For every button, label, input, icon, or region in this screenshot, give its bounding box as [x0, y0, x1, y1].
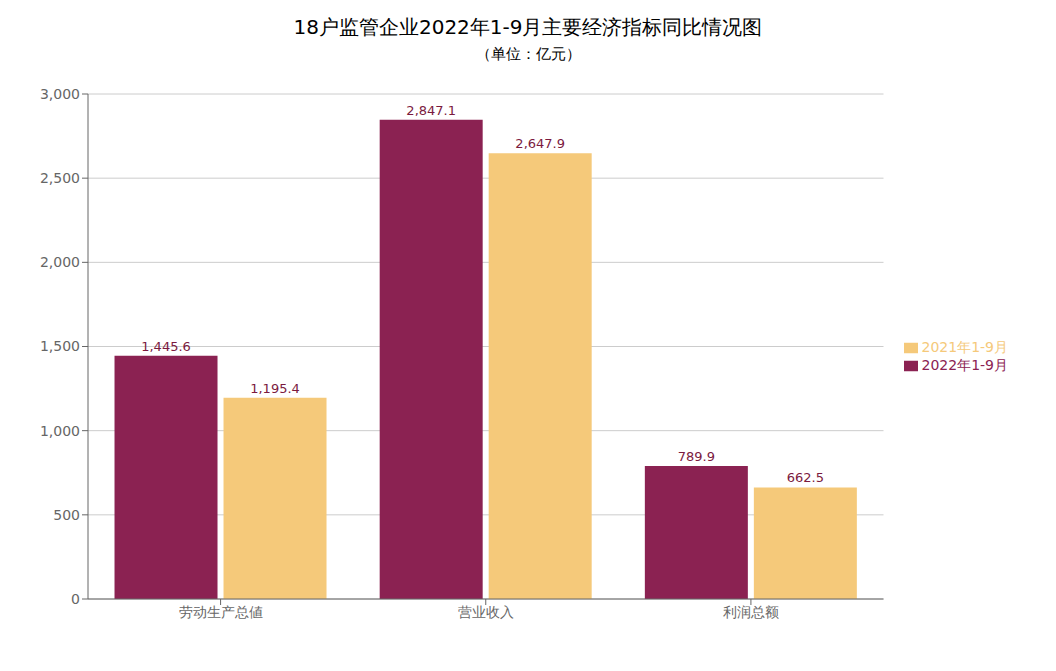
svg-text:2,500: 2,500 — [40, 170, 80, 186]
html-text:2022年1-9月: 2022年1-9月 — [921, 356, 1008, 373]
svg-text:1,195.4: 1,195.4 — [250, 381, 300, 396]
svg-text:利润总额: 利润总额 — [723, 604, 779, 620]
html-text:2021年1-9月: 2021年1-9月 — [921, 338, 1008, 355]
svg-text:0: 0 — [71, 591, 80, 607]
svg-text:1,445.6: 1,445.6 — [141, 339, 191, 354]
svg-text:1,000: 1,000 — [40, 423, 80, 439]
svg-text:营业收入: 营业收入 — [458, 604, 514, 620]
svg-text:2,000: 2,000 — [40, 254, 80, 270]
html-text:18户监管企业2022年1-9月主要经济指标同比情况图: 18户监管企业2022年1-9月主要经济指标同比情况图 — [293, 15, 763, 39]
svg-text:662.5: 662.5 — [787, 470, 824, 485]
svg-text:劳动生产总値: 劳动生产总値 — [179, 604, 263, 620]
svg-text:2,847.1: 2,847.1 — [406, 103, 456, 118]
html-text:（单位：亿元）: （单位：亿元） — [475, 45, 581, 63]
svg-text:2,647.9: 2,647.9 — [515, 136, 565, 151]
svg-text:3,000: 3,000 — [40, 86, 80, 102]
svg-text:500: 500 — [53, 507, 80, 523]
svg-text:789.9: 789.9 — [678, 449, 715, 464]
svg-text:1,500: 1,500 — [40, 338, 80, 354]
